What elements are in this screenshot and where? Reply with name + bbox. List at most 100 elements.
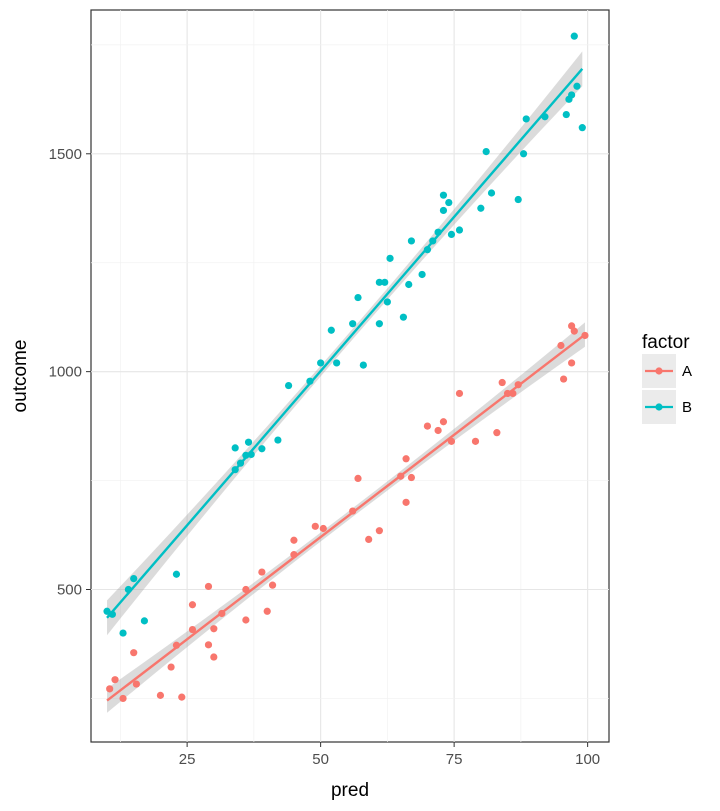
data-point-b bbox=[359, 361, 367, 369]
data-point-b bbox=[231, 466, 239, 474]
data-point-b bbox=[439, 191, 448, 199]
data-point-a bbox=[242, 616, 250, 624]
data-point-b bbox=[519, 150, 528, 158]
data-point-a bbox=[560, 375, 568, 383]
data-point-a bbox=[568, 359, 576, 367]
data-point-a bbox=[471, 437, 480, 445]
data-point-a bbox=[397, 472, 405, 480]
data-point-a bbox=[218, 609, 226, 618]
data-point-a bbox=[402, 455, 410, 463]
data-point-b bbox=[399, 313, 408, 321]
data-point-a bbox=[210, 653, 218, 661]
data-point-a bbox=[557, 341, 565, 350]
data-point-a bbox=[188, 625, 197, 634]
data-point-a bbox=[503, 389, 512, 398]
data-point-a bbox=[106, 685, 114, 693]
data-point-a bbox=[263, 607, 271, 615]
data-point-b bbox=[247, 450, 255, 459]
data-point-b bbox=[349, 320, 357, 328]
data-point-b bbox=[103, 607, 111, 615]
data-point-b bbox=[327, 326, 335, 334]
data-point-a bbox=[402, 498, 410, 506]
data-point-b bbox=[445, 198, 453, 207]
data-point-b bbox=[429, 237, 437, 245]
data-point-b bbox=[423, 246, 432, 254]
data-point-b bbox=[487, 189, 496, 197]
data-point-a bbox=[509, 389, 517, 398]
data-point-b bbox=[514, 195, 522, 204]
legend-point-a bbox=[655, 367, 663, 375]
data-point-a bbox=[268, 581, 277, 589]
legend: factor A B bbox=[642, 332, 692, 424]
data-point-a bbox=[258, 568, 266, 576]
y-tick-label: 1000 bbox=[49, 364, 82, 381]
data-point-b bbox=[407, 237, 416, 245]
data-point-b bbox=[306, 377, 314, 385]
data-point-b bbox=[383, 298, 391, 306]
legend-label-a: A bbox=[682, 363, 692, 380]
data-point-b bbox=[244, 438, 253, 446]
data-point-b bbox=[573, 82, 581, 90]
data-point-b bbox=[236, 459, 245, 467]
data-point-b bbox=[317, 359, 325, 367]
x-tick-label: 50 bbox=[312, 751, 329, 768]
data-point-a bbox=[204, 641, 213, 649]
data-point-a bbox=[204, 582, 213, 591]
data-point-b bbox=[140, 617, 149, 625]
data-point-b bbox=[375, 278, 383, 286]
y-axis-title: outcome bbox=[10, 340, 31, 413]
data-point-a bbox=[365, 535, 373, 543]
data-point-a bbox=[349, 507, 357, 515]
plot-panel bbox=[90, 9, 610, 743]
data-point-a bbox=[311, 522, 319, 530]
data-point-b bbox=[578, 124, 586, 132]
data-point-a bbox=[354, 474, 362, 482]
data-point-a bbox=[570, 327, 578, 335]
x-axis-ticks: 25 50 75 100 bbox=[179, 742, 600, 768]
data-point-b bbox=[130, 575, 138, 583]
data-point-b bbox=[405, 280, 413, 289]
data-point-a bbox=[447, 437, 456, 445]
data-point-a bbox=[498, 378, 506, 387]
x-tick-label: 25 bbox=[179, 751, 196, 768]
x-axis-title: pred bbox=[331, 780, 369, 801]
data-point-a bbox=[319, 524, 327, 533]
data-point-b bbox=[354, 293, 362, 302]
data-point-b bbox=[375, 320, 383, 328]
y-axis-ticks: 500 1000 1500 bbox=[49, 146, 91, 599]
data-point-a bbox=[178, 693, 186, 701]
x-tick-label: 100 bbox=[575, 751, 600, 768]
data-point-a bbox=[167, 663, 175, 671]
data-point-a bbox=[514, 381, 522, 389]
x-tick-label: 75 bbox=[446, 751, 463, 768]
data-point-b bbox=[541, 113, 549, 121]
data-point-a bbox=[172, 641, 181, 649]
data-point-a bbox=[439, 418, 448, 426]
data-point-b bbox=[381, 278, 389, 286]
data-point-b bbox=[477, 204, 485, 212]
y-tick-label: 500 bbox=[57, 582, 82, 599]
data-point-a bbox=[210, 625, 218, 633]
fit-line-b bbox=[106, 68, 584, 619]
data-point-a bbox=[242, 585, 250, 594]
data-point-b bbox=[386, 254, 394, 262]
legend-label-b: B bbox=[682, 399, 692, 416]
data-point-a bbox=[119, 694, 127, 703]
data-point-b bbox=[258, 445, 266, 453]
data-points bbox=[103, 32, 589, 703]
data-point-b bbox=[119, 629, 127, 637]
data-point-b bbox=[570, 32, 578, 40]
data-point-a bbox=[375, 527, 383, 535]
data-point-b bbox=[274, 436, 282, 444]
data-point-b bbox=[434, 228, 442, 236]
data-point-a bbox=[455, 389, 464, 398]
data-point-a bbox=[188, 601, 197, 609]
data-point-b bbox=[482, 148, 490, 156]
data-point-b bbox=[447, 230, 456, 238]
data-point-a bbox=[111, 676, 119, 684]
data-point-b bbox=[284, 381, 293, 390]
data-point-a bbox=[290, 536, 298, 544]
data-point-b bbox=[455, 226, 464, 234]
y-tick-label: 1500 bbox=[49, 146, 82, 163]
